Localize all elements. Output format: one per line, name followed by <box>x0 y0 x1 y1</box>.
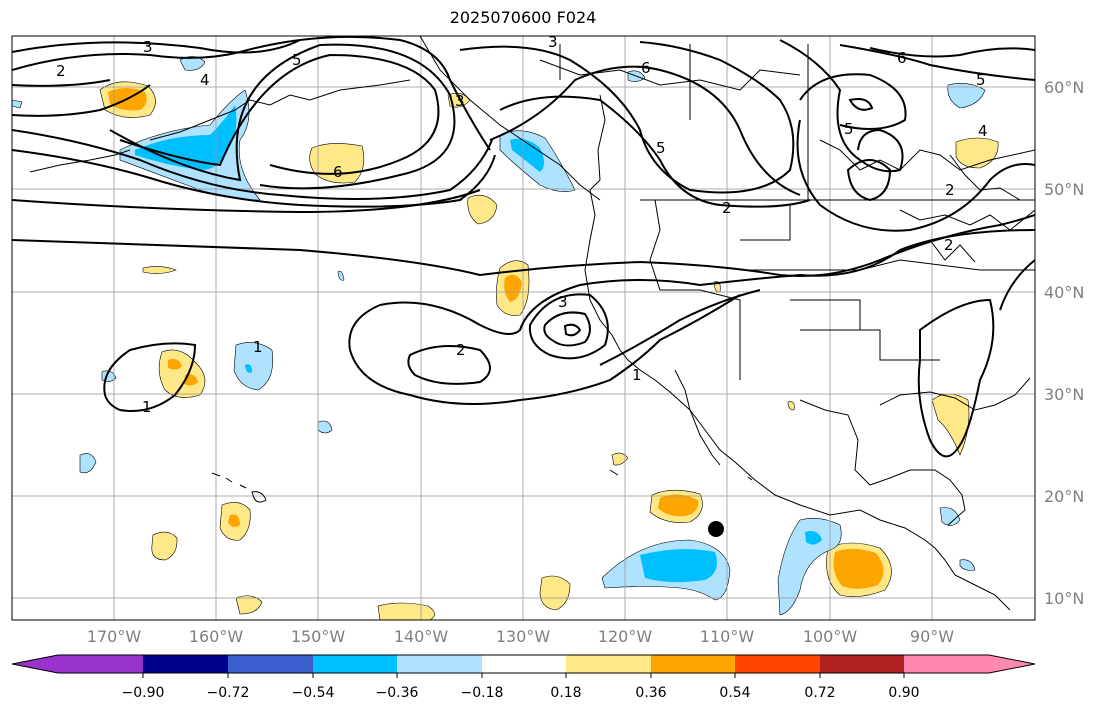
colorbar-segment <box>651 655 735 673</box>
colorbar-segment <box>228 655 313 673</box>
contour-label: 5 <box>656 139 666 157</box>
colorbar-tick-label: −0.54 <box>292 685 335 701</box>
height-contours <box>12 36 1035 458</box>
contour-label: 4 <box>978 122 988 140</box>
lon-label: 140°W <box>394 627 449 646</box>
contour-label: 1 <box>253 338 263 356</box>
colorbar-extend-low <box>12 655 58 673</box>
colorbar-tick-label: 0.54 <box>719 685 750 701</box>
colorbar-segment <box>820 655 904 673</box>
lat-label: 60°N <box>1044 78 1084 97</box>
colorbar-tick-label: −0.18 <box>461 685 504 701</box>
colorbar-segment <box>143 655 228 673</box>
contour-label: 2 <box>56 62 66 80</box>
colorbar-tick-label: 0.90 <box>888 685 919 701</box>
contour-labels: 2 3 5 4 6 3 5 6 5 4 2 6 5 2 3 2 1 1 1 2 … <box>56 33 988 416</box>
colorbar-segment <box>566 655 651 673</box>
coastlines <box>29 36 1035 611</box>
longitude-labels: 170°W 160°W 150°W 140°W 130°W 120°W 110°… <box>87 627 954 646</box>
contour-label: 1 <box>632 366 642 384</box>
colorbar-segment <box>735 655 820 673</box>
contour-label: 3 <box>143 38 153 56</box>
lon-label: 130°W <box>496 627 551 646</box>
colorbar-tick-label: −0.36 <box>376 685 419 701</box>
colorbar-tick-label: 0.18 <box>550 685 581 701</box>
map-frame <box>11 35 1036 621</box>
colorbar-tick-label: −0.90 <box>122 685 165 701</box>
colorbar-segment <box>904 655 989 673</box>
lon-label: 100°W <box>803 627 858 646</box>
contour-label: 6 <box>897 49 907 67</box>
lat-label: 50°N <box>1044 180 1084 199</box>
contour-label: 3 <box>548 33 558 51</box>
lon-label: 150°W <box>291 627 346 646</box>
lon-label: 170°W <box>87 627 142 646</box>
colorbar-tick-label: 0.36 <box>635 685 666 701</box>
contour-label: 6 <box>333 163 343 181</box>
contour-label: 4 <box>200 71 210 89</box>
colorbar-extend-high <box>989 655 1035 673</box>
lon-label: 90°W <box>910 627 954 646</box>
lat-label: 30°N <box>1044 385 1084 404</box>
lat-label: 40°N <box>1044 283 1084 302</box>
islands <box>211 469 753 503</box>
contour-label: 1 <box>142 398 152 416</box>
contour-label: 3 <box>455 92 465 110</box>
colorbar-tick-label: −0.72 <box>207 685 250 701</box>
location-marker <box>708 521 724 537</box>
latitude-labels: 60°N 50°N 40°N 30°N 20°N 10°N <box>1044 78 1084 608</box>
lat-label: 10°N <box>1044 589 1084 608</box>
lon-label: 120°W <box>598 627 653 646</box>
colorbar-segment <box>313 655 397 673</box>
map-title: 2025070600 F024 <box>449 8 597 27</box>
contour-label: 2 <box>722 199 732 217</box>
contour-label: 2 <box>944 236 954 254</box>
graticule <box>12 36 1035 620</box>
colorbar: −0.90 −0.72 −0.54 −0.36 −0.18 0.18 0.36 … <box>11 654 1036 701</box>
colorbar-segment <box>482 655 566 673</box>
colorbar-segment <box>58 655 143 673</box>
contour-label: 3 <box>558 293 568 311</box>
contour-label: 5 <box>844 120 854 138</box>
colorbar-outline <box>11 654 1036 674</box>
contour-label: 2 <box>945 181 955 199</box>
contour-label: 5 <box>976 71 986 89</box>
contour-label: 6 <box>641 59 651 77</box>
lon-label: 160°W <box>189 627 244 646</box>
colorbar-segment <box>397 655 482 673</box>
contour-label: 5 <box>292 51 302 69</box>
lat-label: 20°N <box>1044 487 1084 506</box>
colorbar-tick-label: 0.72 <box>804 685 835 701</box>
contour-label: 2 <box>456 341 466 359</box>
lon-label: 110°W <box>700 627 755 646</box>
